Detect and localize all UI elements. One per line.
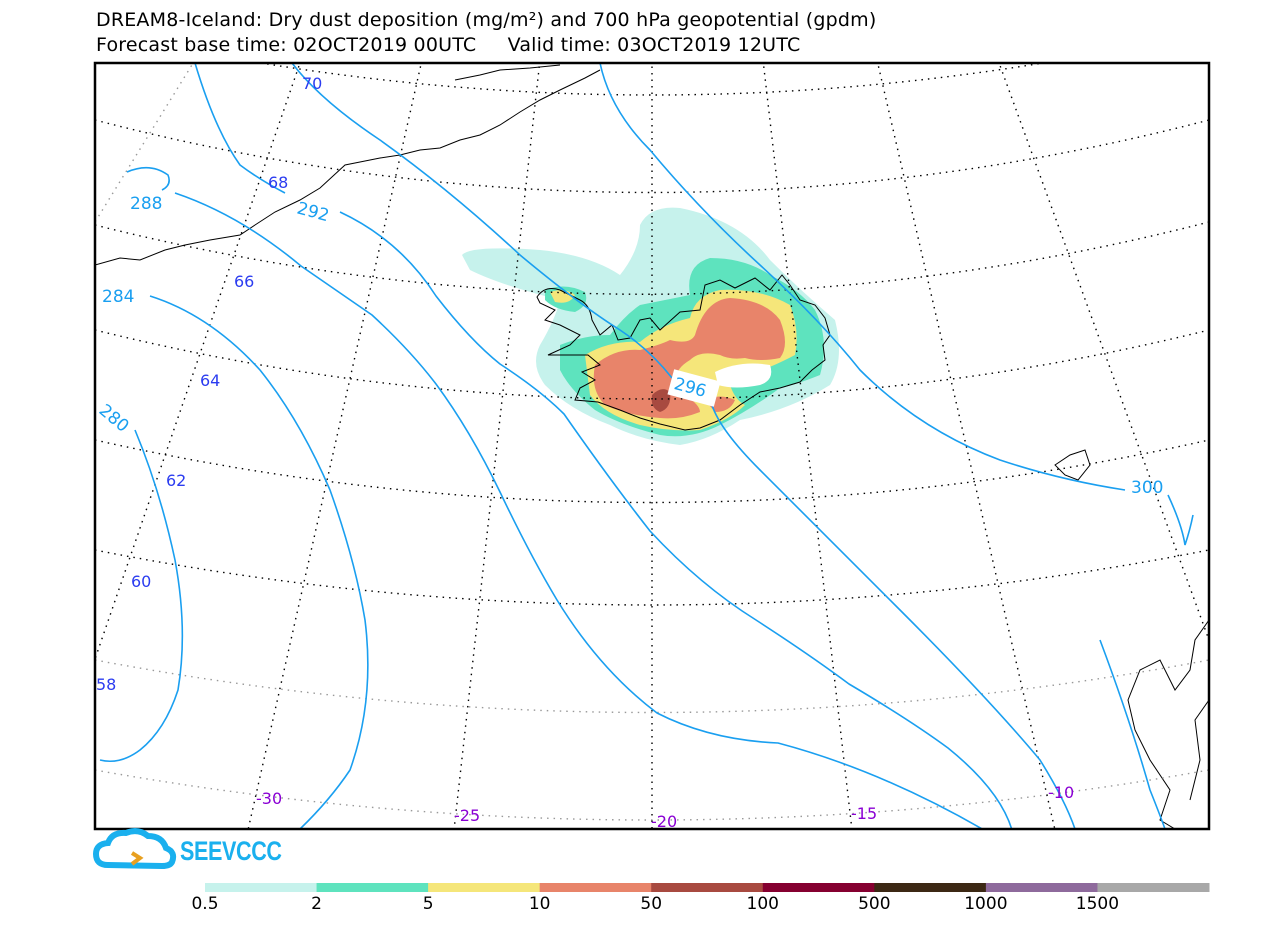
valid-time: Valid time: 03OCT2019 12UTC [507, 34, 801, 56]
parallel-60 [95, 549, 1209, 606]
colorbar-swatch [1097, 883, 1210, 892]
colorbar-label: 500 [858, 894, 891, 914]
latitude-labels: 70 68 66 64 62 60 58 [96, 74, 322, 694]
map-title: DREAM8-Iceland: Dry dust deposition (mg/… [96, 9, 877, 31]
meridian-15 [762, 63, 853, 829]
colorbar-swatch [762, 883, 875, 892]
seevccc-cloud-icon [92, 828, 177, 870]
colorbar-swatch [985, 883, 1098, 892]
contour-label: 288 [130, 194, 162, 214]
lon-label: -10 [1048, 783, 1074, 802]
lon-label: -20 [651, 812, 677, 831]
colorbar-label: 1000 [964, 894, 1008, 914]
colorbar-label: 10 [528, 894, 551, 914]
graticule-parallels [95, 63, 1209, 821]
lat-label: 60 [131, 572, 151, 591]
contour-label: 292 [295, 199, 332, 227]
meridian-30 [247, 63, 423, 829]
meridian-35 [95, 63, 301, 660]
colorbar-label: 1500 [1075, 894, 1120, 914]
lon-label: -30 [256, 789, 282, 808]
norway-coastline [1127, 619, 1209, 829]
longitude-labels: -30 -25 -20 -15 -10 [256, 783, 1074, 831]
dust-level-10 [593, 298, 785, 419]
colorbar-swatch [316, 883, 429, 892]
contour-300 [599, 63, 1194, 546]
lat-label: 58 [96, 675, 116, 694]
parallel-62 [95, 439, 1209, 504]
dust-deposition-field [462, 207, 839, 445]
colorbar-swatch [428, 883, 541, 892]
map-subtitle: Forecast base time: 02OCT2019 00UTC Vali… [96, 35, 800, 55]
colorbar-label: 100 [746, 894, 779, 914]
lon-label: -15 [851, 804, 877, 823]
coastlines [95, 64, 1209, 829]
geopotential-contours [99, 63, 1194, 829]
map-frame [93, 61, 1211, 831]
contour-288 [174, 192, 984, 829]
contour-284 [149, 295, 369, 829]
contour-label: 284 [102, 287, 134, 307]
greenland-coastline [95, 69, 601, 266]
greenland-coastline-north [454, 64, 561, 81]
contour-292 [339, 211, 1013, 829]
colorbar-swatch [539, 883, 652, 892]
lat-label: 68 [268, 173, 288, 192]
colorbar-label: 0.5 [191, 894, 219, 914]
parallel-56 [95, 769, 1209, 821]
contour-label: 280 [95, 401, 133, 437]
lat-label: 66 [234, 272, 254, 291]
faroe-coastline [1054, 449, 1091, 481]
meridian-5 [998, 63, 1209, 641]
parallel-58 [95, 659, 1209, 714]
contour-label: 300 [1131, 478, 1163, 498]
meridian-25 [453, 63, 541, 829]
colorbar-label: 2 [311, 894, 322, 914]
contour-280 [99, 429, 184, 763]
graticule-meridians [95, 63, 1209, 829]
lon-label: -25 [454, 806, 480, 825]
contour-292-top [194, 63, 286, 194]
colorbar-swatch [205, 883, 318, 892]
lat-label: 64 [200, 371, 220, 390]
colorbar [205, 883, 1210, 892]
parallel-68 [95, 119, 1209, 194]
contour-288-hook [126, 166, 170, 191]
seevccc-logo: SEEVCCC [180, 836, 282, 866]
lat-label: 70 [302, 74, 322, 93]
dust-level-50 [651, 389, 671, 412]
contour-296 [291, 63, 1076, 829]
lat-label: 62 [166, 471, 186, 490]
colorbar-swatch [874, 883, 987, 892]
dust-free-area [715, 363, 772, 388]
iceland-coastline [536, 274, 831, 431]
colorbar-label: 50 [640, 894, 663, 914]
colorbar-swatch [651, 883, 764, 892]
colorbar-label: 5 [422, 894, 434, 914]
contour-labels: 288 284 280 292 296 300 [95, 194, 1163, 498]
contour-far-right [1099, 639, 1166, 829]
base-time: Forecast base time: 02OCT2019 00UTC [96, 34, 477, 56]
